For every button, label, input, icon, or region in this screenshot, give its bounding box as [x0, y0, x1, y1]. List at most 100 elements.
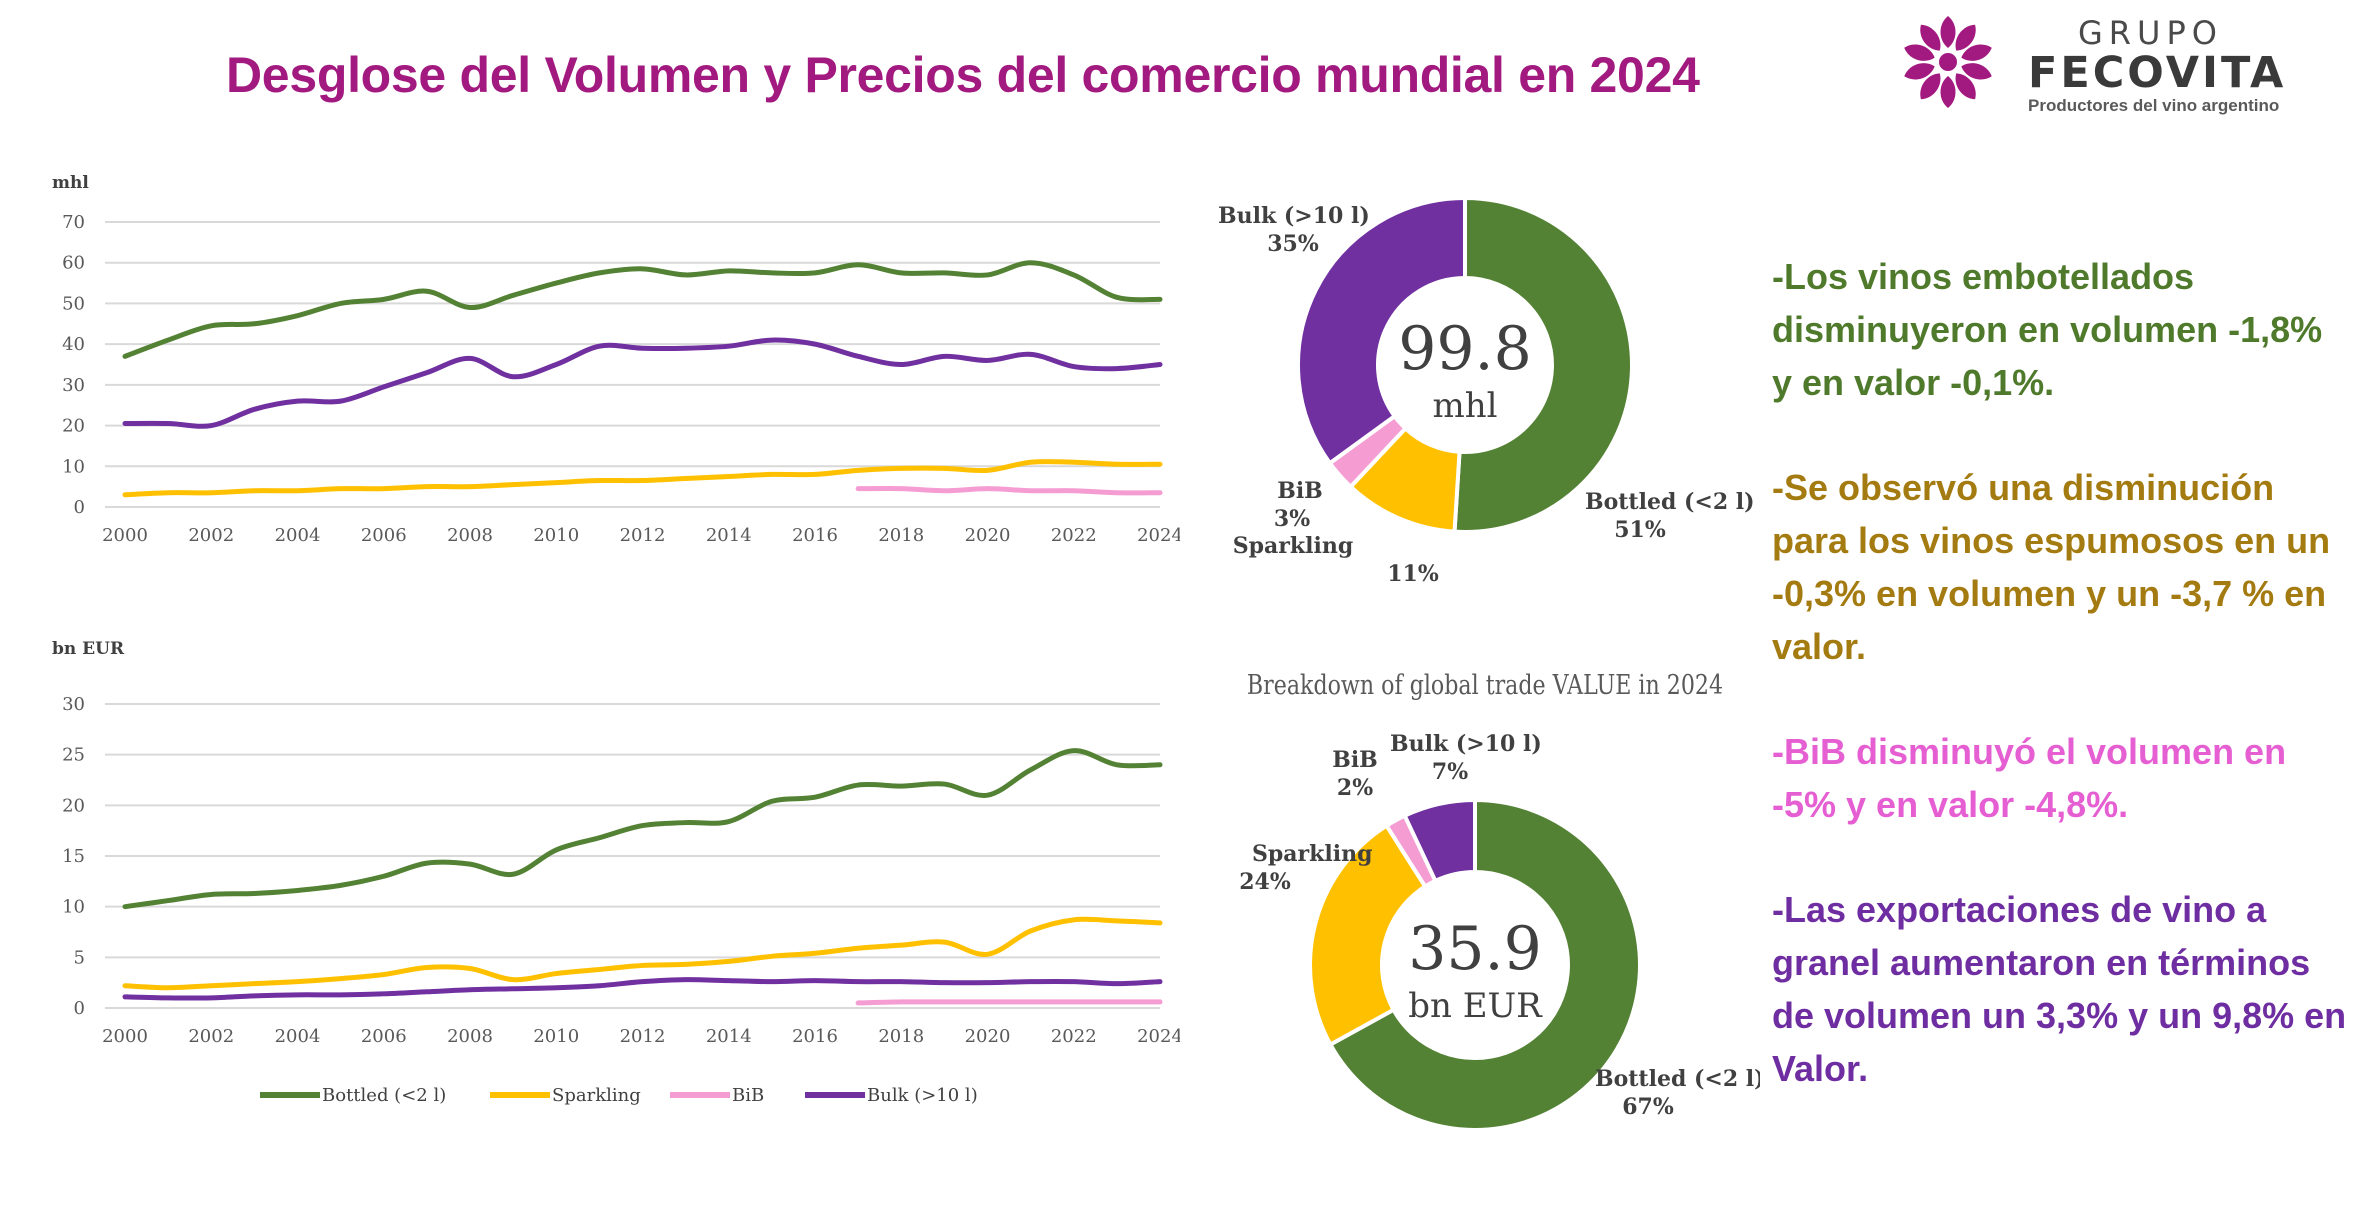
slice-percent-bulk-10-l: 35%: [1267, 231, 1319, 257]
donut-center-value: 99.8: [1398, 314, 1532, 384]
x-tick-label: 2006: [361, 1026, 407, 1047]
slice-label-bib: BiB: [1332, 747, 1378, 773]
x-tick-label: 2008: [447, 1026, 493, 1047]
logo-grupo-text: GRUPO: [2078, 14, 2223, 52]
logo-name-text: FECOVITA: [2028, 48, 2287, 98]
y-tick-label: 60: [62, 253, 85, 274]
slice-percent-bib: 2%: [1337, 775, 1373, 801]
x-tick-label: 2012: [620, 525, 666, 546]
series-line-bib: [855, 999, 1163, 1006]
y-tick-label: 30: [62, 694, 85, 715]
slice-label-sparkling: Sparkling: [1252, 841, 1372, 867]
x-tick-label: 2024: [1137, 525, 1180, 546]
y-tick-label: 0: [74, 497, 85, 518]
y-axis-unit-label: mhl: [52, 173, 89, 193]
x-tick-label: 2014: [706, 1026, 752, 1047]
slice-label-bulk-10-l: Bulk (>10 l): [1218, 203, 1370, 229]
slice-label-bottled-2-l: Bottled (<2 l): [1595, 1066, 1760, 1092]
note-bulk: -Las exportaciones de vino a granel aume…: [1772, 889, 2347, 1089]
donut-slice-bottled-2-l: [1327, 797, 1642, 1132]
x-tick-label: 2020: [965, 1026, 1011, 1047]
logo-petal: [1904, 44, 1935, 61]
logo-center: [1939, 53, 1957, 71]
logo-petal: [1920, 73, 1941, 100]
series-line-bottled-2-l: [122, 260, 1163, 359]
x-tick-label: 2018: [878, 525, 924, 546]
x-tick-label: 2000: [102, 1026, 148, 1047]
y-tick-label: 40: [62, 334, 85, 355]
x-tick-label: 2006: [361, 525, 407, 546]
x-tick-label: 2024: [1137, 1026, 1180, 1047]
series-line-bottled-2-l: [122, 748, 1163, 910]
logo-petal: [1955, 24, 1976, 51]
slice-percent-bottled-2-l: 51%: [1614, 517, 1666, 543]
fecovita-grape-flower-logo-icon: [1904, 16, 1992, 108]
y-tick-label: 50: [62, 293, 85, 314]
x-tick-label: 2002: [188, 1026, 234, 1047]
donut-center-value: 35.9: [1408, 914, 1542, 984]
x-tick-label: 2022: [1051, 1026, 1097, 1047]
logo-petal: [1940, 16, 1956, 48]
slice-percent-sparkling: 24%: [1239, 869, 1291, 895]
series-line-bulk-10-l: [122, 977, 1163, 1001]
logo-petal: [1961, 63, 1992, 80]
logo-petal: [1940, 76, 1956, 108]
x-tick-label: 2020: [965, 525, 1011, 546]
x-tick-label: 2002: [188, 525, 234, 546]
slice-percent-bib: 3%: [1274, 506, 1310, 532]
x-tick-label: 2004: [275, 525, 321, 546]
y-tick-label: 20: [62, 795, 85, 816]
y-tick-label: 10: [62, 897, 85, 918]
x-tick-label: 2008: [447, 525, 493, 546]
slice-percent-bottled-2-l: 67%: [1622, 1094, 1674, 1120]
x-tick-label: 2016: [792, 1026, 838, 1047]
logo-petal: [1961, 44, 1992, 61]
note-sparkling: -Se observó una disminución para los vin…: [1772, 467, 2331, 667]
series-line-bulk-10-l: [122, 337, 1163, 429]
x-tick-label: 2010: [533, 525, 579, 546]
value-donut-chart: Breakdown of global trade VALUE in 2024 3…: [1239, 669, 1760, 1132]
x-tick-label: 2012: [620, 1026, 666, 1047]
slice-percent-bulk-10-l: 7%: [1432, 759, 1468, 785]
y-tick-label: 70: [62, 212, 85, 233]
y-tick-label: 15: [62, 846, 85, 867]
donut-slice-bulk-10-l: [1296, 195, 1467, 466]
legend-label-bulk-10-l: Bulk (>10 l): [867, 1085, 978, 1106]
slice-label-sparkling: Sparkling: [1233, 533, 1353, 559]
volume-line-chart: mhl 0 10 20 30 40 50 60 70 2000 2002 2004 2006 2008 20…: [52, 173, 1180, 546]
x-tick-label: 2022: [1051, 525, 1097, 546]
donut-slice-bottled-2-l: [1452, 195, 1634, 534]
series-line-sparkling: [122, 916, 1163, 991]
logo-petal: [1904, 63, 1935, 80]
notes-panel: -Los vinos embotellados disminuyeron en …: [1772, 250, 2347, 1147]
slice-label-bib: BiB: [1277, 478, 1323, 504]
x-tick-label: 2010: [533, 1026, 579, 1047]
donut-slice-bulk-10-l: [1402, 797, 1477, 884]
company-logo: GRUPO FECOVITA Productores del vino arge…: [1900, 10, 2300, 115]
note-bottled: -Los vinos embotellados disminuyeron en …: [1772, 256, 2323, 403]
legend-label-bib: BiB: [732, 1085, 764, 1106]
y-tick-label: 10: [62, 456, 85, 477]
value-line-chart: bn EUR 0 5 10 15 20 25 30 2000 2002 2004 2006 2008 20…: [52, 639, 1180, 1106]
page-title: Desglose del Volumen y Precios del comer…: [226, 47, 1700, 103]
y-tick-label: 20: [62, 416, 85, 437]
donut-center-unit: bn EUR: [1408, 986, 1543, 1026]
legend-label-sparkling: Sparkling: [552, 1085, 641, 1106]
logo-petal: [1955, 73, 1976, 100]
y-tick-label: 25: [62, 745, 85, 766]
y-tick-label: 30: [62, 375, 85, 396]
slice-percent-sparkling: 11%: [1387, 561, 1439, 587]
logo-tagline: Productores del vino argentino: [2028, 96, 2280, 115]
note-bib: -BiB disminuyó el volumen en -5% y en va…: [1772, 731, 2287, 825]
x-tick-label: 2004: [275, 1026, 321, 1047]
y-tick-label: 0: [74, 998, 85, 1019]
x-tick-label: 2018: [878, 1026, 924, 1047]
legend-label-bottled-2-l: Bottled (<2 l): [322, 1085, 446, 1106]
slice-label-bottled-2-l: Bottled (<2 l): [1585, 489, 1755, 515]
series-line-bib: [855, 486, 1163, 496]
donut-center-unit: mhl: [1432, 386, 1497, 426]
x-tick-label: 2014: [706, 525, 752, 546]
donut-slice-sparkling: [1308, 822, 1428, 1048]
x-tick-label: 2016: [792, 525, 838, 546]
